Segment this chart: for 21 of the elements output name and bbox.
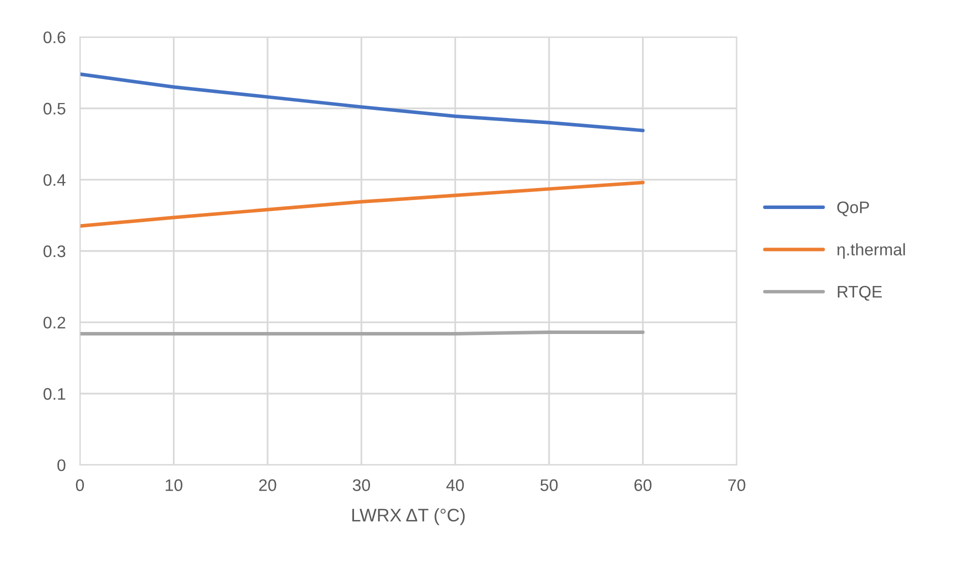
x-tick-label: 50 bbox=[540, 479, 558, 492]
line-series bbox=[80, 72, 645, 132]
x-tick-label: 10 bbox=[166, 479, 182, 492]
y-tick-label: 0.2 bbox=[44, 316, 66, 329]
legend-label: QoP bbox=[837, 201, 869, 216]
x-tick-label: 60 bbox=[634, 479, 652, 492]
x-tick-label: 20 bbox=[259, 479, 276, 492]
x-tick-label: 0 bbox=[76, 479, 84, 492]
legend-label: η.thermal bbox=[837, 243, 905, 259]
y-tick-label: 0.6 bbox=[44, 31, 66, 44]
y-tick-label: 0.1 bbox=[44, 388, 66, 400]
y-tick-label: 0.3 bbox=[44, 245, 66, 258]
y-tick-label: 0 bbox=[57, 459, 66, 472]
y-tick-label: 0.5 bbox=[44, 102, 66, 115]
legend-label: RTQE bbox=[838, 286, 882, 301]
x-tick-label: 40 bbox=[446, 479, 464, 492]
x-tick-label: 70 bbox=[728, 479, 746, 492]
x-axis-title: LWRX ΔT (°C) bbox=[352, 508, 465, 526]
line-series bbox=[80, 180, 645, 228]
y-tick-label: 0.4 bbox=[44, 174, 66, 186]
x-tick-label: 30 bbox=[352, 479, 370, 492]
